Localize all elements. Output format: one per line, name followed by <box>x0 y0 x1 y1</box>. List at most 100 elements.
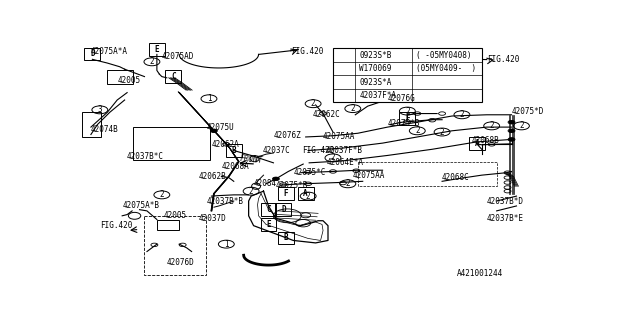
Text: FIG.420: FIG.420 <box>100 221 132 230</box>
Text: 42037D: 42037D <box>199 214 227 223</box>
Text: 3: 3 <box>97 105 102 114</box>
Text: W170069: W170069 <box>359 64 392 73</box>
Text: 42076Z: 42076Z <box>273 131 301 140</box>
Text: B: B <box>284 234 288 243</box>
Text: F: F <box>405 114 410 123</box>
Bar <box>278 187 294 200</box>
Bar <box>133 127 210 160</box>
Text: 42075A*A: 42075A*A <box>91 47 128 56</box>
Text: 2: 2 <box>346 179 350 188</box>
Text: 2: 2 <box>519 121 524 130</box>
Circle shape <box>211 130 216 132</box>
Text: 42075*D: 42075*D <box>511 107 544 116</box>
Text: 42076D: 42076D <box>167 258 195 267</box>
Bar <box>469 138 484 150</box>
Text: FIG.420: FIG.420 <box>301 146 334 155</box>
Text: 42076G: 42076G <box>388 94 415 103</box>
Text: 2: 2 <box>249 187 253 196</box>
Text: 2: 2 <box>311 99 316 108</box>
Text: FIG.420: FIG.420 <box>291 47 323 56</box>
Text: C: C <box>171 72 175 81</box>
Text: 2: 2 <box>415 126 420 135</box>
Text: ( -05MY0408): ( -05MY0408) <box>416 51 472 60</box>
Bar <box>108 70 133 84</box>
Bar <box>260 218 276 231</box>
Bar <box>149 43 165 56</box>
Text: 42068C: 42068C <box>442 173 470 182</box>
Text: 42037B*E: 42037B*E <box>486 214 524 223</box>
Text: 2: 2 <box>351 104 355 113</box>
Text: 42005: 42005 <box>163 211 186 220</box>
Text: 42068B: 42068B <box>472 136 500 145</box>
Text: 42075AA: 42075AA <box>323 132 355 141</box>
Text: C: C <box>266 205 271 214</box>
Bar <box>157 220 179 230</box>
Text: A: A <box>474 139 479 148</box>
Circle shape <box>509 138 514 141</box>
Text: 2: 2 <box>159 190 164 199</box>
Text: D: D <box>90 49 95 59</box>
Circle shape <box>273 178 278 180</box>
Text: 42075A*B: 42075A*B <box>122 202 159 211</box>
Text: 2: 2 <box>490 121 494 130</box>
Text: 42075*B: 42075*B <box>388 119 420 128</box>
Text: 42075*B: 42075*B <box>276 180 308 189</box>
Text: A421001244: A421001244 <box>457 269 503 278</box>
Text: 2: 2 <box>306 192 310 201</box>
Bar <box>165 70 181 83</box>
Text: 42037B*D: 42037B*D <box>486 196 524 205</box>
Bar <box>278 232 294 244</box>
Text: 42037F*A: 42037F*A <box>359 91 396 100</box>
Text: 2: 2 <box>331 153 335 163</box>
Circle shape <box>509 130 514 132</box>
Text: E: E <box>266 220 271 229</box>
Text: 1: 1 <box>224 240 228 249</box>
Text: 3: 3 <box>342 91 346 100</box>
Text: 1: 1 <box>207 94 211 103</box>
Text: 42074B: 42074B <box>91 125 118 134</box>
Text: 42062B: 42062B <box>199 172 227 181</box>
Bar <box>83 112 101 137</box>
Text: A: A <box>303 189 308 198</box>
Bar <box>260 203 276 216</box>
Text: 42037F*B: 42037F*B <box>326 146 362 155</box>
Text: 0923S*A: 0923S*A <box>359 78 392 87</box>
Text: 42037C: 42037C <box>262 146 291 155</box>
Text: 42068A: 42068A <box>221 162 249 171</box>
Text: 2: 2 <box>440 128 444 137</box>
Text: D: D <box>281 205 285 214</box>
Text: 42075AD: 42075AD <box>162 52 194 61</box>
Text: F: F <box>284 189 288 198</box>
Text: 42064E*A: 42064E*A <box>326 158 364 167</box>
Text: (05MY0409-  ): (05MY0409- ) <box>416 64 476 73</box>
Text: FIG.420: FIG.420 <box>486 55 519 64</box>
Bar <box>333 48 482 102</box>
Text: 42075U: 42075U <box>207 123 234 132</box>
Text: 42037B*B: 42037B*B <box>207 196 243 205</box>
Bar <box>399 112 415 125</box>
Text: 42062A: 42062A <box>211 140 239 149</box>
Bar <box>358 162 497 186</box>
Text: B: B <box>232 146 236 155</box>
Text: 42084: 42084 <box>253 179 276 188</box>
Text: 2: 2 <box>150 57 154 66</box>
Bar <box>145 216 207 275</box>
Text: 42062C: 42062C <box>313 110 341 119</box>
Text: 1: 1 <box>342 51 346 60</box>
Circle shape <box>509 121 514 124</box>
Bar <box>275 203 291 216</box>
Bar <box>84 47 100 60</box>
Text: 2: 2 <box>342 78 346 87</box>
Bar <box>298 187 314 200</box>
Text: 2: 2 <box>405 107 410 116</box>
Text: 42037B*C: 42037B*C <box>127 152 164 161</box>
Text: E: E <box>155 45 159 54</box>
Circle shape <box>375 75 380 78</box>
Text: 42075*C: 42075*C <box>293 168 326 177</box>
Text: 0923S*B: 0923S*B <box>359 51 392 60</box>
Text: FRONT: FRONT <box>239 154 263 164</box>
Text: 42005: 42005 <box>117 76 140 85</box>
Text: 2: 2 <box>375 72 380 81</box>
Bar <box>226 144 242 157</box>
Text: 2: 2 <box>460 110 464 119</box>
